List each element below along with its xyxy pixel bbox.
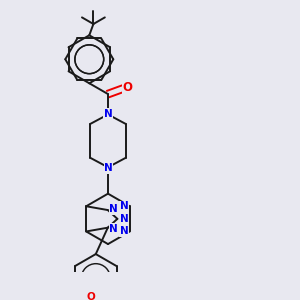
Text: O: O [122,81,132,94]
Text: N: N [104,109,113,118]
Text: O: O [87,292,96,300]
Text: N: N [120,201,129,211]
Text: N: N [120,214,128,224]
Text: N: N [110,204,118,214]
Text: N: N [104,164,113,173]
Text: N: N [110,224,118,233]
Text: N: N [120,226,129,236]
